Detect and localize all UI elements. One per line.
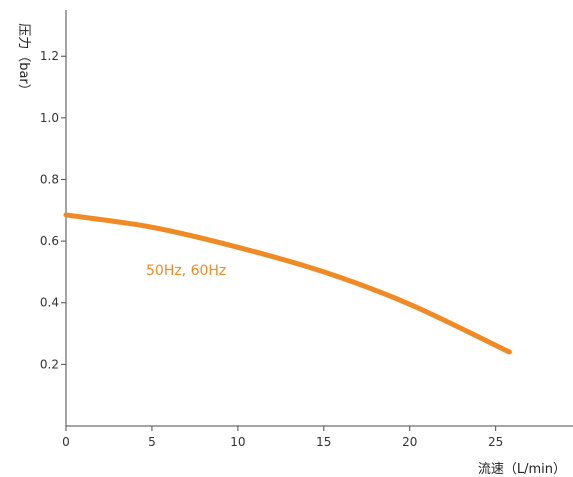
x-tick-label: 20 (402, 435, 417, 449)
y-tick-label: 1.2 (40, 49, 59, 63)
x-tick-label: 15 (316, 435, 331, 449)
series-group: 50Hz, 60Hz (63, 212, 512, 355)
x-tick-label: 25 (488, 435, 503, 449)
x-tick-label: 0 (62, 435, 70, 449)
x-axis-title: 流速（L/min） (478, 462, 566, 477)
x-axis-ticks: 0 5 10 15 20 25 (62, 426, 503, 449)
y-tick-label: 0.4 (40, 296, 59, 310)
y-tick-label: 0.6 (40, 234, 59, 248)
x-tick-label: 5 (148, 435, 156, 449)
y-axis-title: 压力（bar） (16, 23, 31, 97)
x-tick-label: 10 (230, 435, 245, 449)
y-axis-ticks: 0.2 0.4 0.6 0.8 1.0 1.2 (40, 49, 66, 371)
series-label: 50Hz, 60Hz (146, 263, 226, 279)
y-tick-label: 1.0 (40, 111, 59, 125)
y-tick-label: 0.2 (40, 357, 59, 371)
y-tick-label: 0.8 (40, 172, 59, 186)
series-line (63, 212, 512, 355)
